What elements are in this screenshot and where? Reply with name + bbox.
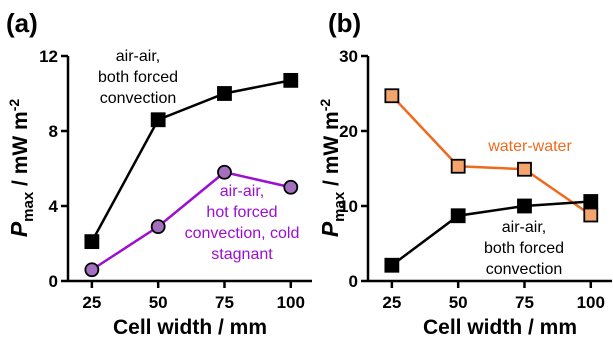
panel-label: (a) [6,8,38,38]
panel-a: (a) 0 4 8 12 25 50 75 100 Cell width / mm Pmax / m… [6,8,312,339]
data-point-square [517,161,532,177]
data-point-circle [150,219,166,235]
series-line [91,170,292,271]
x-tick-label: 75 [215,293,234,312]
data-point-circle [217,164,232,180]
series-annotation: water-water [487,138,572,155]
x-tick-label: 25 [82,293,101,312]
y-axis-title: Pmax / mW m-2 [6,99,37,238]
series-annotation: air-air, hot forced convection, cold stagna… [185,183,300,263]
data-point-square [450,158,466,174]
data-point-square [384,88,400,104]
y-tick-label: 12 [39,47,58,66]
x-tick-label: 50 [149,293,168,312]
x-tick-label: 100 [277,293,305,312]
data-point-square [583,207,599,223]
y-tick-label: 30 [339,47,358,66]
x-axis-title: Cell width / mm [423,316,577,339]
y-tick-label: 20 [339,122,358,141]
y-tick-label: 0 [49,272,58,291]
data-point-circle [84,262,100,278]
x-tick-label: 100 [577,293,605,312]
data-point-square [217,86,232,101]
data-point-square [84,234,100,250]
data-point-square [283,72,299,88]
y-tick-label: 10 [339,197,358,216]
y-tick-label: 8 [49,122,58,141]
series-annotation: air-air, both forced convection [484,219,564,278]
x-tick-label: 25 [382,293,401,312]
series-line [391,200,591,267]
y-tick-label: 4 [49,197,59,216]
data-point-circle [283,179,299,195]
x-axis-title: Cell width / mm [113,316,267,339]
y-tick-label: 0 [349,272,358,291]
data-point-square [517,198,532,214]
y-axis-title: Pmax / mW m-2 [317,99,348,238]
panel-label: (b) [328,8,361,38]
data-point-square [583,194,599,209]
x-tick-label: 75 [515,293,534,312]
series-line [390,94,592,217]
series-line [90,79,292,243]
x-tick-label: 50 [449,293,468,312]
data-point-square [450,208,466,224]
series-annotation: air-air, both forced convection [98,48,178,107]
data-point-square [384,257,400,273]
data-point-square [150,112,166,128]
